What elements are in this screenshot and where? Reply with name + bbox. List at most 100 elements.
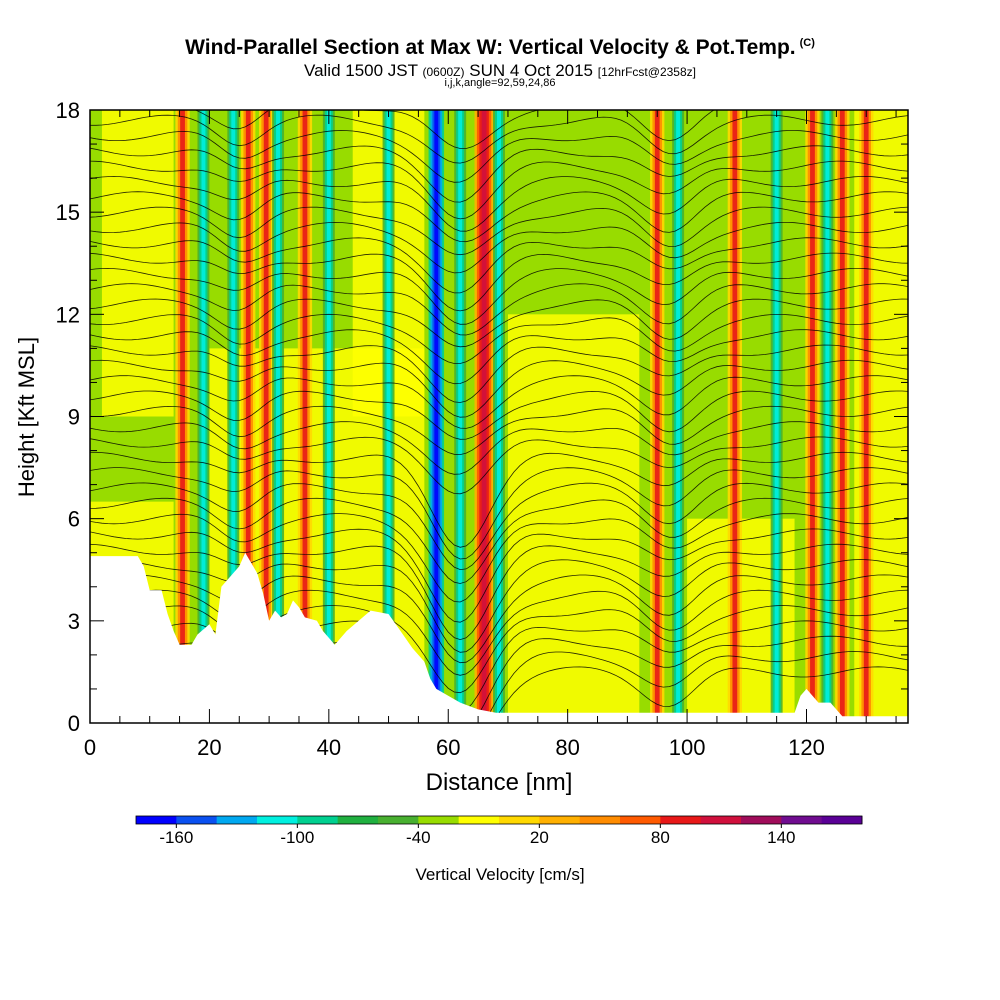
theta-contour: [90, 344, 908, 403]
downdraft-column: [825, 110, 830, 723]
theta-contour: [90, 405, 908, 456]
theta-contour: [90, 221, 908, 274]
theta-contour: [90, 267, 908, 325]
colorbar-swatch: [297, 816, 339, 824]
x-tick-label: 40: [317, 735, 341, 760]
chart-indices: i,j,k,angle=92,59,24,86: [444, 77, 556, 89]
theta-contour: [90, 145, 908, 203]
colorbar-swatch: [418, 816, 460, 824]
colorbar-swatch: [741, 816, 782, 824]
updraft-column: [863, 110, 869, 723]
colorbar-swatch: [579, 816, 621, 824]
theta-contour: [90, 206, 908, 256]
theta-contour: [90, 482, 908, 571]
downdraft-column: [326, 110, 331, 723]
colorbar-swatch: [176, 816, 218, 824]
updraft-column: [810, 110, 815, 723]
y-axis-label: Height [Kft MSL]: [14, 337, 39, 497]
downdraft-column: [774, 110, 779, 723]
x-tick-label: 100: [669, 735, 706, 760]
colorbar-swatch: [458, 816, 500, 824]
colorbar-tick-label: -100: [280, 828, 314, 847]
colorbar-swatch: [620, 816, 661, 824]
downdraft-column: [386, 110, 391, 723]
theta-contour: [90, 375, 908, 429]
y-tick-label: 18: [56, 98, 80, 123]
colorbar-swatch: [660, 816, 702, 824]
theta-contour: [90, 559, 908, 653]
theta-contour: [90, 175, 908, 232]
downdraft-column: [231, 110, 236, 723]
downdraft-column: [676, 110, 681, 723]
theta-contour: [194, 110, 829, 149]
colorbar-tick-label: 140: [767, 828, 795, 847]
colorbar-label: Vertical Velocity [cm/s]: [415, 865, 584, 884]
y-tick-label: 6: [68, 507, 80, 532]
theta-contour: [90, 359, 908, 418]
theta-contour: [90, 513, 908, 603]
downdraft-column: [201, 110, 206, 723]
x-tick-label: 20: [197, 735, 221, 760]
theta-contour: [90, 283, 908, 336]
colorbar-tick-label: -160: [159, 828, 193, 847]
y-tick-label: 0: [68, 711, 80, 736]
colorbar-swatch: [499, 816, 540, 824]
theta-contour: [90, 528, 908, 623]
theta-contour: [90, 436, 908, 495]
x-axis-label: Distance [nm]: [426, 769, 573, 796]
colorbar-swatch: [136, 816, 177, 824]
theta-contour: [90, 237, 908, 294]
updraft-column: [263, 110, 269, 723]
colorbar-swatch: [257, 816, 298, 824]
theta-contour: [90, 497, 908, 584]
plot-area: [90, 110, 908, 723]
theta-contour: [90, 114, 908, 164]
theta-contour: [90, 329, 908, 385]
updraft-column: [654, 110, 660, 723]
x-tick-label: 0: [84, 735, 96, 760]
colorbar: -160 -100 -40 20 80 140: [135, 815, 863, 847]
colorbar-tick-label: 20: [530, 828, 549, 847]
colorbar-tick-label: -40: [406, 828, 431, 847]
chart-subtitle: Valid 1500 JST (0600Z) SUN 4 Oct 2015 [1…: [304, 61, 696, 80]
theta-contour: [90, 313, 908, 364]
theta-contour: [90, 252, 908, 312]
updraft-column: [481, 110, 487, 723]
downdraft-column: [497, 110, 501, 723]
x-tick-label: 80: [555, 735, 579, 760]
theta-contour: [90, 543, 908, 641]
y-tick-label: 12: [56, 302, 80, 327]
updraft-column: [245, 110, 251, 723]
colorbar-swatch: [821, 816, 863, 824]
theta-contour: [90, 467, 908, 560]
y-tick-label: 9: [68, 405, 80, 430]
colorbar-tick-label: 80: [651, 828, 670, 847]
colorbar-swatch: [539, 816, 581, 824]
x-tick-label: 120: [788, 735, 825, 760]
colorbar-swatch: [378, 816, 419, 824]
y-tick-label: 15: [56, 200, 80, 225]
updraft-column: [302, 110, 308, 723]
updraft-column: [732, 110, 738, 723]
downdraft-column: [458, 110, 463, 723]
chart-title: Wind-Parallel Section at Max W: Vertical…: [185, 36, 815, 59]
downdraft-column: [434, 110, 439, 723]
colorbar-frame: [135, 815, 863, 825]
weak-updraft-zone: [507, 314, 640, 723]
colorbar-swatch: [337, 816, 379, 824]
theta-contour: [90, 191, 908, 243]
terrain-mask: [90, 552, 908, 723]
theta-contour: [90, 130, 908, 183]
colorbar-swatch: [700, 816, 742, 824]
colorbar-swatch: [781, 816, 823, 824]
theta-contour: [90, 160, 908, 220]
copyright-mark: (C): [799, 37, 815, 49]
theta-contour: [90, 390, 908, 440]
x-tick-label: 60: [436, 735, 460, 760]
theta-contour: [90, 451, 908, 548]
y-tick-label: 3: [68, 609, 80, 634]
colorbar-swatch: [216, 816, 258, 824]
theta-contour: [90, 421, 908, 475]
axes: 0 20 40 60 80 100 120 0 3 6 9 12 15 18: [56, 98, 908, 760]
